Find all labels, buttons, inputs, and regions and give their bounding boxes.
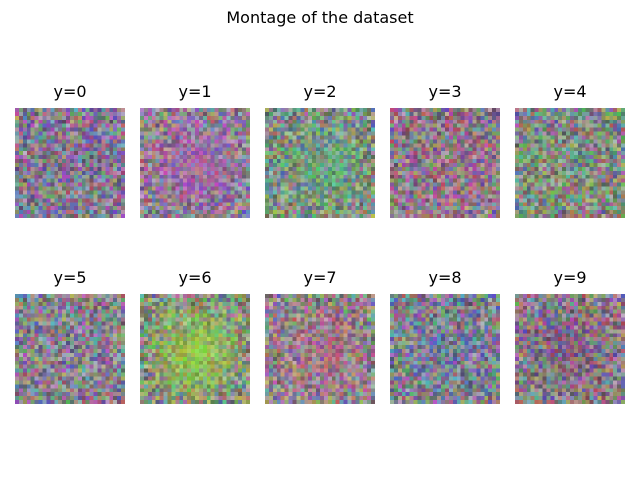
montage-panel: y=3 [390,82,500,218]
noise-image [140,294,250,404]
noise-image [15,294,125,404]
montage-panel: y=9 [515,268,625,404]
panel-title: y=4 [553,82,587,101]
montage-panel: y=0 [15,82,125,218]
panel-title: y=7 [303,268,337,287]
figure-title: Montage of the dataset [226,8,414,27]
noise-image [390,108,500,218]
noise-image [140,108,250,218]
panel-title: y=0 [53,82,87,101]
noise-image [390,294,500,404]
panel-title: y=8 [428,268,462,287]
noise-image [265,294,375,404]
panel-title: y=9 [553,268,587,287]
montage-panel: y=8 [390,268,500,404]
montage-panel: y=1 [140,82,250,218]
panel-title: y=2 [303,82,337,101]
montage-panel: y=2 [265,82,375,218]
panel-title: y=1 [178,82,212,101]
panel-title: y=6 [178,268,212,287]
panel-title: y=3 [428,82,462,101]
montage-panel: y=7 [265,268,375,404]
noise-image [515,108,625,218]
noise-image [515,294,625,404]
noise-image [265,108,375,218]
montage-panel: y=4 [515,82,625,218]
panel-title: y=5 [53,268,87,287]
noise-image [15,108,125,218]
montage-panel: y=5 [15,268,125,404]
montage-panel: y=6 [140,268,250,404]
